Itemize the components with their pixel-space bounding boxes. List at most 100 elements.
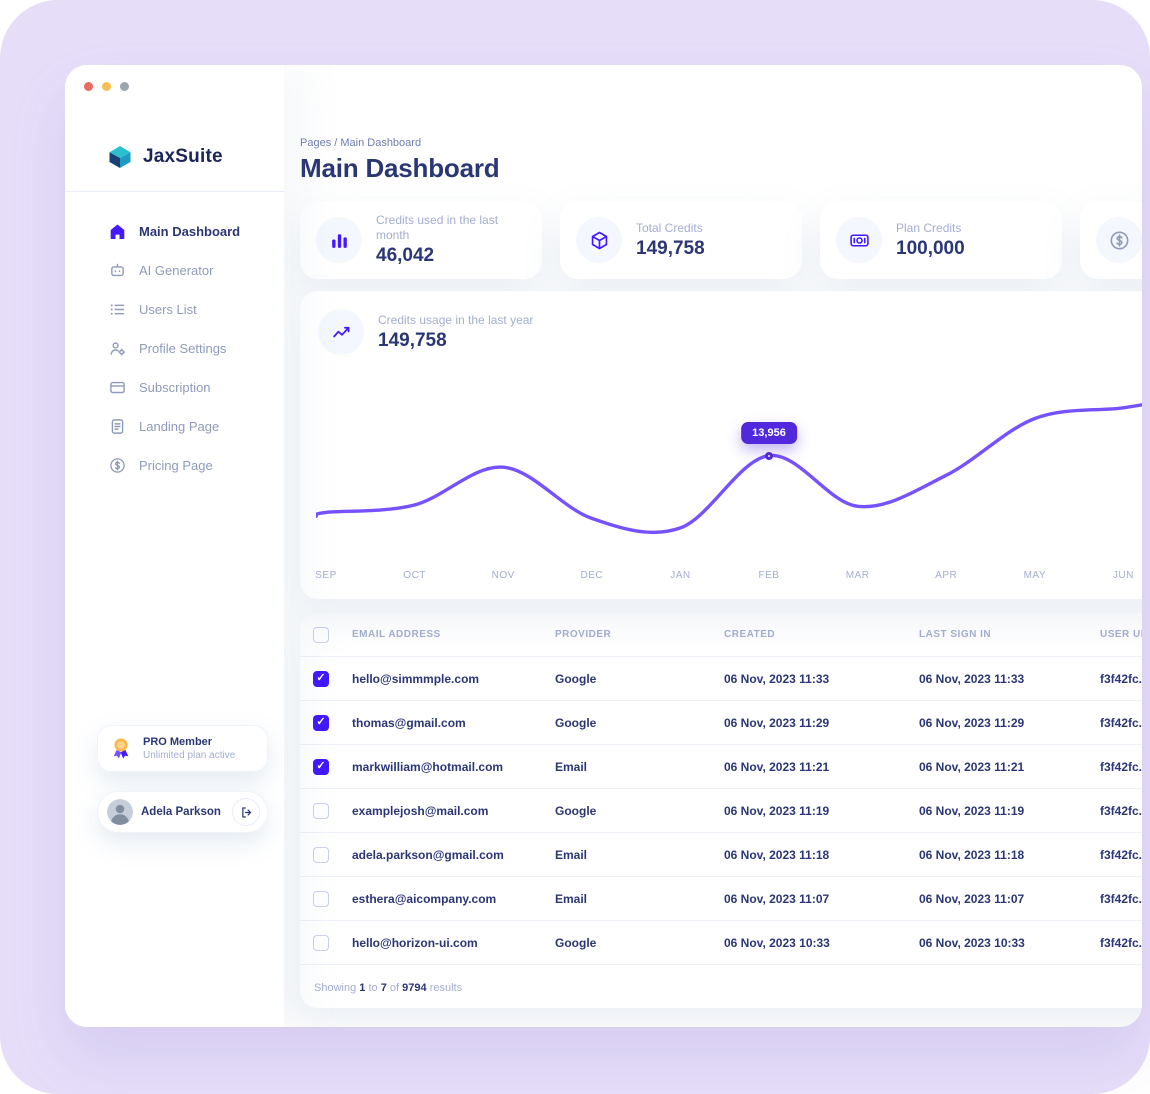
maximize-window-button[interactable] (120, 82, 129, 91)
close-window-button[interactable] (84, 82, 93, 91)
cell-user-uid: f3f42fc... (1100, 847, 1142, 862)
stat-card (1080, 201, 1142, 279)
column-header-last-sign-in: LAST SIGN IN (919, 629, 992, 640)
cell-email: examplejosh@mail.com (352, 803, 489, 818)
cell-created: 06 Nov, 2023 11:19 (724, 803, 830, 818)
x-axis-label-sep: SEP (315, 570, 337, 581)
stat-label: Plan Credits (896, 220, 962, 235)
summary-showing: Showing (314, 982, 357, 994)
cell-created: 06 Nov, 2023 11:07 (724, 891, 830, 906)
cell-created: 06 Nov, 2023 11:33 (724, 671, 830, 686)
summary-to: 7 (380, 982, 387, 994)
summary-of-word: of (389, 982, 400, 994)
cell-last-sign-in: 06 Nov, 2023 11:33 (919, 671, 1025, 686)
logout-button[interactable] (232, 798, 260, 826)
cell-email: thomas@gmail.com (352, 715, 466, 730)
list-icon (109, 301, 126, 318)
cell-user-uid: f3f42fc... (1100, 759, 1142, 774)
jaxsuite-logo-icon (107, 144, 133, 170)
row-checkbox[interactable] (313, 670, 329, 687)
cell-user-uid: f3f42fc... (1100, 803, 1142, 818)
chart-marker[interactable] (765, 451, 773, 460)
robot-icon (109, 262, 126, 279)
cell-user-uid: f3f42fc... (1100, 671, 1142, 686)
x-axis-label-jun: JUN (1112, 570, 1134, 581)
row-checkbox[interactable] (313, 846, 329, 863)
cell-provider: Google (555, 803, 597, 818)
row-checkbox[interactable] (313, 890, 329, 907)
sidebar-item-subscription[interactable]: Subscription (65, 368, 284, 407)
summary-from: 1 (359, 982, 366, 994)
medal-icon (108, 736, 134, 762)
table-body: hello@simmmple.com Google 06 Nov, 2023 1… (300, 657, 1142, 965)
summary-total: 9794 (402, 982, 427, 994)
app-window: JaxSuite Main Dashboard AI Generator Use… (65, 65, 1142, 1027)
sidebar-nav: Main Dashboard AI Generator Users List P… (65, 192, 284, 485)
cell-provider: Google (555, 715, 597, 730)
sidebar-item-users-list[interactable]: Users List (65, 290, 284, 329)
table-header: EMAIL ADDRESS PROVIDER CREATED LAST SIGN… (300, 613, 1142, 657)
window-controls (84, 82, 129, 91)
person-gear-icon (109, 340, 126, 357)
sidebar-item-main-dashboard[interactable]: Main Dashboard (65, 212, 284, 251)
table-row: thomas@gmail.com Google 06 Nov, 2023 11:… (300, 701, 1142, 745)
stat-label: Total Credits (636, 220, 703, 235)
table-row: hello@horizon-ui.com Google 06 Nov, 2023… (300, 921, 1142, 965)
stat-value: 149,758 (636, 237, 705, 259)
cell-last-sign-in: 06 Nov, 2023 11:21 (919, 759, 1025, 774)
cell-last-sign-in: 06 Nov, 2023 11:29 (919, 715, 1025, 730)
logo-text: JaxSuite (143, 146, 223, 167)
x-axis-label-apr: APR (935, 570, 958, 581)
select-all-checkbox[interactable] (313, 626, 329, 643)
cell-last-sign-in: 06 Nov, 2023 10:33 (919, 935, 1025, 950)
stat-value: 46,042 (376, 245, 435, 266)
sidebar-item-ai-generator[interactable]: AI Generator (65, 251, 284, 290)
cell-created: 06 Nov, 2023 11:29 (724, 715, 830, 730)
column-header-user-uid: USER UID (1100, 629, 1142, 640)
logo: JaxSuite (107, 143, 284, 171)
x-axis-label-jan: JAN (670, 570, 691, 581)
trend-icon (318, 309, 364, 355)
column-header-provider: PROVIDER (555, 629, 612, 640)
table-row: markwilliam@hotmail.com Email 06 Nov, 20… (300, 745, 1142, 789)
sidebar-item-landing-page[interactable]: Landing Page (65, 407, 284, 446)
line-chart (316, 403, 1142, 535)
pro-member-card[interactable]: PRO Member Unlimited plan active (97, 725, 268, 772)
x-axis-label-oct: OCT (403, 570, 426, 581)
cell-email: hello@horizon-ui.com (352, 935, 478, 950)
table-row: examplejosh@mail.com Google 06 Nov, 2023… (300, 789, 1142, 833)
document-icon (109, 418, 126, 435)
cell-provider: Google (555, 671, 597, 686)
sidebar: JaxSuite Main Dashboard AI Generator Use… (65, 65, 284, 1027)
cell-email: markwilliam@hotmail.com (352, 759, 504, 774)
sidebar-item-pricing-page[interactable]: Pricing Page (65, 446, 284, 485)
banknote-icon (836, 217, 882, 263)
card-icon (109, 379, 126, 396)
row-checkbox[interactable] (313, 934, 329, 951)
summary-to-word: to (368, 982, 378, 994)
row-checkbox[interactable] (313, 714, 329, 731)
cube-icon (576, 217, 622, 263)
logout-icon (241, 806, 251, 818)
x-axis-label-mar: MAR (845, 570, 870, 581)
cell-provider: Email (555, 891, 588, 906)
minimize-window-button[interactable] (102, 82, 111, 91)
sidebar-item-profile-settings[interactable]: Profile Settings (65, 329, 284, 368)
results-summary: Showing 1 to 7 of 9794 results (300, 965, 1142, 1004)
chart-value: 149,758 (378, 329, 447, 351)
cell-user-uid: f3f42fc... (1100, 935, 1142, 950)
cell-last-sign-in: 06 Nov, 2023 11:07 (919, 891, 1025, 906)
avatar (107, 799, 133, 825)
row-checkbox[interactable] (313, 758, 329, 775)
row-checkbox[interactable] (313, 802, 329, 819)
chart-label: Credits usage in the last year (378, 312, 534, 327)
stats-row: Credits used in the last month 46,042 To… (300, 201, 1142, 279)
cell-created: 06 Nov, 2023 11:18 (724, 847, 830, 862)
credits-usage-chart-card: Credits usage in the last year 149,758 1… (300, 291, 1142, 599)
stat-card: Total Credits 149,758 (560, 201, 802, 279)
cell-provider: Google (555, 935, 597, 950)
cell-user-uid: f3f42fc... (1100, 891, 1142, 906)
breadcrumb[interactable]: Pages / Main Dashboard (300, 137, 422, 149)
cell-email: adela.parkson@gmail.com (352, 847, 504, 862)
x-axis-label-feb: FEB (758, 570, 780, 581)
